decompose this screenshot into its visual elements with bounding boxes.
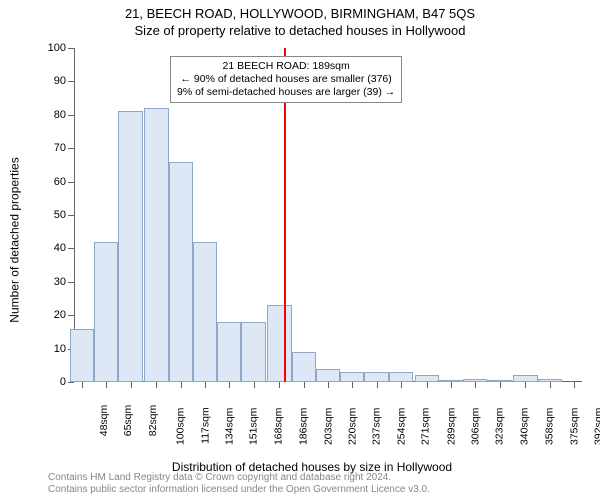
y-axis-label: Number of detached properties [8, 157, 22, 322]
histogram-bar [439, 380, 463, 382]
histogram-bar [169, 162, 193, 382]
copyright-line2: Contains public sector information licen… [48, 484, 430, 496]
y-tick [68, 215, 74, 216]
y-tick-label: 100 [48, 42, 66, 54]
x-tick [328, 382, 329, 388]
y-tick [68, 115, 74, 116]
x-tick [205, 382, 206, 388]
x-tick-label: 117sqm [199, 407, 211, 444]
x-tick [377, 382, 378, 388]
y-tick [68, 81, 74, 82]
x-tick-label: 151sqm [248, 408, 260, 445]
y-tick-label: 0 [60, 376, 66, 388]
y-tick-label: 90 [54, 75, 66, 87]
x-tick [82, 382, 83, 388]
x-tick [500, 382, 501, 388]
x-tick [304, 382, 305, 388]
x-tick [427, 382, 428, 388]
x-tick [279, 382, 280, 388]
histogram-bar [118, 111, 142, 382]
y-tick [68, 382, 74, 383]
x-tick-label: 48sqm [98, 405, 110, 437]
chart-title-line2: Size of property relative to detached ho… [0, 21, 600, 38]
x-tick-label: 168sqm [272, 408, 284, 445]
y-tick-label: 70 [54, 142, 66, 154]
histogram-bar [487, 380, 511, 382]
y-tick [68, 315, 74, 316]
x-tick-label: 237sqm [371, 408, 383, 445]
plot-wrapper: Number of detached properties 0102030405… [42, 48, 582, 432]
plot-area: 010203040506070809010048sqm65sqm82sqm100… [74, 48, 582, 382]
x-tick [106, 382, 107, 388]
x-tick [574, 382, 575, 388]
x-tick [254, 382, 255, 388]
x-tick-label: 375sqm [568, 408, 580, 445]
x-tick-label: 340sqm [518, 408, 530, 445]
y-tick-label: 80 [54, 109, 66, 121]
y-tick [68, 248, 74, 249]
y-tick-label: 40 [54, 242, 66, 254]
x-tick-label: 203sqm [322, 408, 334, 445]
copyright-text: Contains HM Land Registry data © Crown c… [48, 472, 430, 496]
y-tick-label: 50 [54, 209, 66, 221]
x-tick [352, 382, 353, 388]
x-tick [229, 382, 230, 388]
histogram-bar [94, 242, 118, 382]
x-tick-label: 100sqm [175, 408, 187, 445]
histogram-bar [316, 369, 340, 382]
histogram-bar [415, 375, 439, 382]
histogram-bar [267, 305, 291, 382]
x-tick [525, 382, 526, 388]
histogram-bar [292, 352, 316, 382]
y-tick [68, 148, 74, 149]
x-tick [550, 382, 551, 388]
annotation-line3: 9% of semi-detached houses are larger (3… [177, 86, 395, 99]
x-tick-label: 186sqm [298, 408, 310, 445]
y-tick [68, 282, 74, 283]
x-tick-label: 65sqm [122, 405, 134, 437]
x-tick-label: 306sqm [470, 408, 482, 445]
x-tick-label: 134sqm [224, 408, 236, 445]
x-tick [181, 382, 182, 388]
y-tick-label: 10 [54, 343, 66, 355]
x-tick-label: 289sqm [445, 408, 457, 445]
histogram-bar [193, 242, 217, 382]
histogram-bar [241, 322, 265, 382]
y-tick [68, 182, 74, 183]
chart-container: 21, BEECH ROAD, HOLLYWOOD, BIRMINGHAM, B… [0, 0, 600, 500]
y-tick-label: 20 [54, 309, 66, 321]
histogram-bar [70, 329, 94, 382]
y-tick [68, 48, 74, 49]
histogram-bar [340, 372, 364, 382]
x-tick [131, 382, 132, 388]
x-tick-label: 254sqm [395, 408, 407, 445]
copyright-line1: Contains HM Land Registry data © Crown c… [48, 472, 430, 484]
x-tick-label: 323sqm [494, 408, 506, 445]
annotation-line2: ← 90% of detached houses are smaller (37… [177, 73, 395, 86]
x-tick [475, 382, 476, 388]
histogram-bar [364, 372, 388, 382]
x-tick [451, 382, 452, 388]
histogram-bar [463, 379, 487, 382]
histogram-bar [538, 379, 562, 382]
annotation-line1: 21 BEECH ROAD: 189sqm [177, 60, 395, 73]
histogram-bar [389, 372, 413, 382]
x-tick [401, 382, 402, 388]
x-tick-label: 392sqm [593, 408, 600, 445]
chart-title-line1: 21, BEECH ROAD, HOLLYWOOD, BIRMINGHAM, B… [0, 0, 600, 21]
x-tick-label: 271sqm [420, 408, 432, 445]
x-tick-label: 82sqm [146, 405, 158, 437]
histogram-bar [513, 375, 537, 382]
y-tick-label: 30 [54, 276, 66, 288]
y-tick-label: 60 [54, 176, 66, 188]
histogram-bar [217, 322, 241, 382]
x-tick-label: 358sqm [544, 408, 556, 445]
histogram-bar [144, 108, 168, 382]
x-tick [156, 382, 157, 388]
x-tick-label: 220sqm [347, 408, 359, 445]
annotation-box: 21 BEECH ROAD: 189sqm← 90% of detached h… [170, 56, 402, 103]
